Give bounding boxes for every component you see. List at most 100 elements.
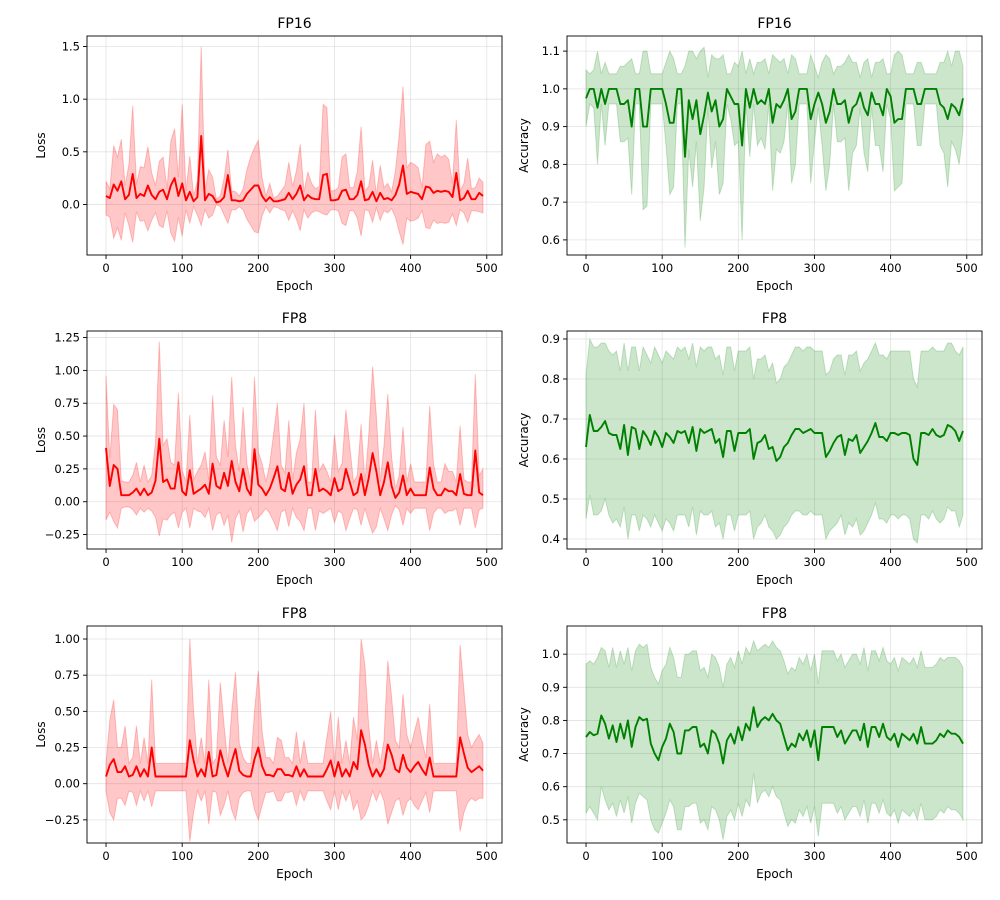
std-band xyxy=(105,638,484,842)
y-tick-label: 0.5 xyxy=(62,145,80,159)
y-tick-label: 1.0 xyxy=(542,82,560,96)
mean-line xyxy=(585,87,964,158)
y-tick-label: 0.9 xyxy=(542,120,560,134)
x-tick-label: 500 xyxy=(476,555,498,569)
std-band xyxy=(585,46,964,248)
std-band xyxy=(105,341,484,543)
x-tick-label: 200 xyxy=(247,555,269,569)
y-tick-label: 0.7 xyxy=(542,412,560,426)
y-tick-label: 0.6 xyxy=(542,780,560,794)
x-tick-label: 100 xyxy=(171,261,193,275)
y-tick-label: 0.9 xyxy=(542,680,560,694)
subplot-6: 0 100 200 300 400 500 0.5 0.6 0.7 0.8 0.9 1.0 FP8 Epo… xyxy=(517,606,983,881)
y-tick-label: 1.5 xyxy=(62,40,80,54)
mean-line xyxy=(585,706,964,765)
subplot-title: FP8 xyxy=(282,311,307,327)
x-tick-label: 0 xyxy=(582,849,589,863)
x-tick-label: 400 xyxy=(880,261,902,275)
x-tick-label: 100 xyxy=(651,261,673,275)
subplot-1: 0 100 200 300 400 500 0.0 0.5 1.0 1.5 FP16 Epoch Los… xyxy=(34,16,503,293)
x-tick-label: 200 xyxy=(727,261,749,275)
y-tick-label: −0.25 xyxy=(45,528,80,542)
axes-frame xyxy=(86,330,503,550)
y-tick-label: 0.8 xyxy=(542,157,560,171)
y-tick-label: 0.75 xyxy=(54,396,80,410)
y-tick-label: 0.8 xyxy=(542,713,560,727)
std-band xyxy=(105,46,484,245)
plot-area xyxy=(105,46,484,245)
mean-line xyxy=(585,414,964,466)
x-axis-label: Epoch xyxy=(756,573,793,587)
mean-line xyxy=(105,437,484,499)
subplot-title: FP8 xyxy=(282,606,307,622)
y-axis-label: Accuracy xyxy=(517,118,531,173)
x-tick-label: 400 xyxy=(400,849,422,863)
y-tick-label: 0.5 xyxy=(542,492,560,506)
std-band xyxy=(585,639,964,840)
y-axis-label: Loss xyxy=(34,721,48,747)
x-axis-label: Epoch xyxy=(756,279,793,293)
subplot-title: FP16 xyxy=(757,16,791,32)
subplot-2: 0 100 200 300 400 500 0.6 0.7 0.8 0.9 1.0 1.1 FP16 Ep… xyxy=(517,16,983,293)
y-tick-label: 0.6 xyxy=(542,233,560,247)
axes-frame xyxy=(86,35,503,256)
x-axis-label: Epoch xyxy=(276,279,313,293)
axes-frame xyxy=(566,625,983,844)
x-tick-label: 300 xyxy=(324,261,346,275)
x-tick-label: 100 xyxy=(651,849,673,863)
x-tick-label: 0 xyxy=(102,555,109,569)
plot-area xyxy=(585,337,964,545)
x-tick-label: 300 xyxy=(324,555,346,569)
y-tick-label: 1.00 xyxy=(54,363,80,377)
x-tick-label: 0 xyxy=(102,261,109,275)
x-tick-label: 300 xyxy=(804,555,826,569)
x-tick-label: 300 xyxy=(804,261,826,275)
y-tick-label: 0.7 xyxy=(542,195,560,209)
y-tick-label: 0.8 xyxy=(542,372,560,386)
subplot-title: FP16 xyxy=(277,16,311,32)
plot-area xyxy=(585,46,964,248)
y-tick-label: 0.4 xyxy=(542,532,560,546)
std-band xyxy=(585,337,964,545)
x-tick-label: 200 xyxy=(727,555,749,569)
x-tick-label: 400 xyxy=(880,555,902,569)
x-tick-label: 100 xyxy=(171,849,193,863)
plot-area xyxy=(585,639,964,840)
axes-frame xyxy=(566,35,983,256)
y-tick-label: 0.9 xyxy=(542,332,560,346)
subplot-3: 0 100 200 300 400 500 −0.25 0.00 0.25 0.50 0.75 1.0… xyxy=(34,311,503,587)
mean-line xyxy=(105,729,484,778)
x-axis-label: Epoch xyxy=(276,867,313,881)
y-tick-label: 0.0 xyxy=(62,197,80,211)
x-tick-label: 200 xyxy=(727,849,749,863)
plot-area xyxy=(105,638,484,842)
x-tick-label: 500 xyxy=(476,849,498,863)
x-tick-label: 300 xyxy=(804,849,826,863)
y-tick-label: 0.7 xyxy=(542,747,560,761)
y-tick-label: −0.25 xyxy=(45,813,80,827)
x-tick-label: 300 xyxy=(324,849,346,863)
plot-area xyxy=(105,341,484,543)
y-tick-label: 1.0 xyxy=(542,647,560,661)
y-tick-label: 0.00 xyxy=(54,777,80,791)
y-axis-label: Loss xyxy=(34,132,48,158)
x-tick-label: 400 xyxy=(880,849,902,863)
axes-frame xyxy=(86,625,503,844)
x-axis-label: Epoch xyxy=(756,867,793,881)
y-tick-label: 1.1 xyxy=(542,44,560,58)
x-tick-label: 400 xyxy=(400,555,422,569)
y-tick-label: 1.00 xyxy=(54,632,80,646)
x-tick-label: 500 xyxy=(476,261,498,275)
subplot-title: FP8 xyxy=(762,606,787,622)
y-tick-label: 0.50 xyxy=(54,704,80,718)
x-tick-label: 200 xyxy=(247,261,269,275)
subplot-5: 0 100 200 300 400 500 −0.25 0.00 0.25 0.50 0.75 1.0… xyxy=(34,606,503,881)
axes-frame xyxy=(566,330,983,550)
x-tick-label: 500 xyxy=(956,849,978,863)
x-tick-label: 500 xyxy=(956,261,978,275)
y-tick-label: 0.5 xyxy=(542,813,560,827)
x-tick-label: 500 xyxy=(956,555,978,569)
y-tick-label: 1.0 xyxy=(62,92,80,106)
y-axis-label: Loss xyxy=(34,427,48,453)
